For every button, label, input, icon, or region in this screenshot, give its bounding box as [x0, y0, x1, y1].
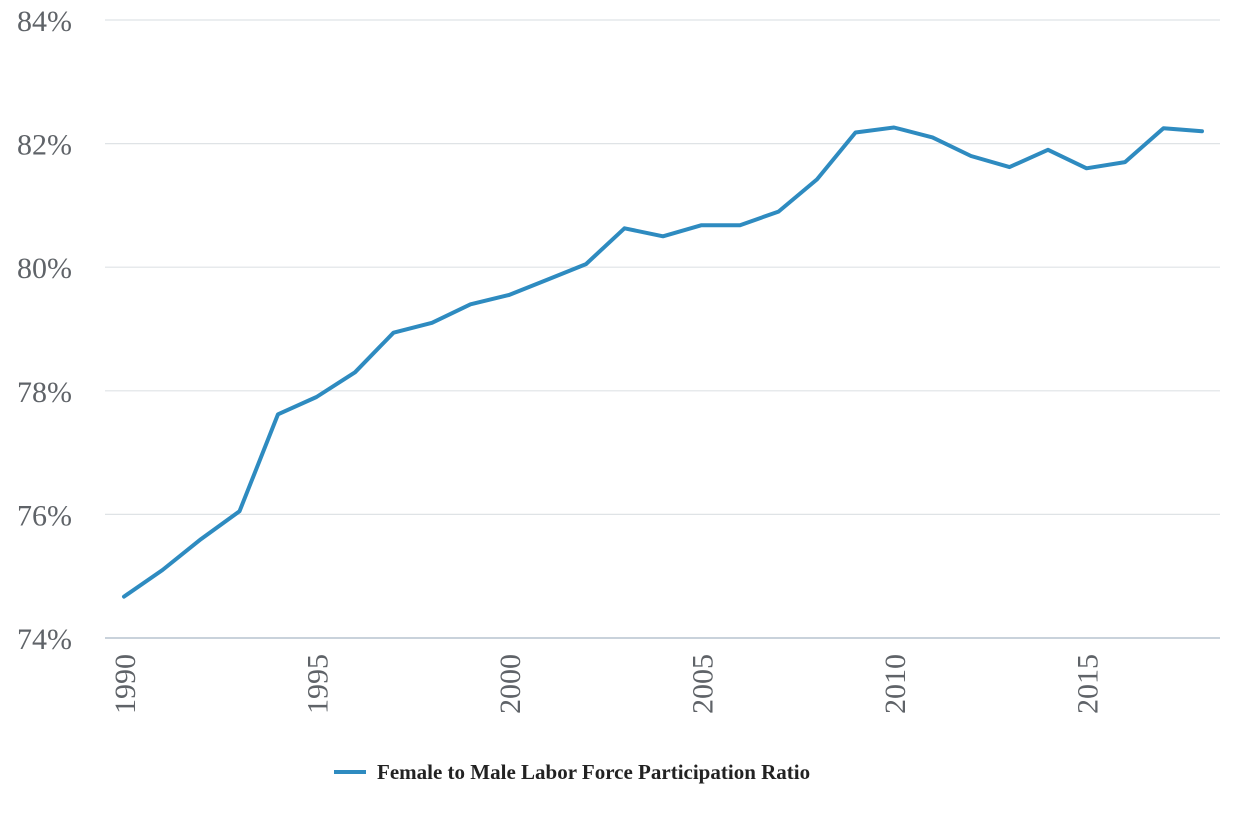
- y-tick-label-78: 78%: [17, 376, 72, 409]
- x-tick-label-1990: 1990: [109, 654, 142, 714]
- x-axis-tick-labels: 1990 1995 2000 2005 2010 2015: [109, 654, 1105, 714]
- x-tick-label-1995: 1995: [302, 654, 335, 714]
- series-layer: [122, 125, 1204, 599]
- y-tick-label-74: 74%: [17, 623, 72, 656]
- y-tick-label-84: 84%: [17, 5, 72, 38]
- gridlines: [105, 19, 1220, 639]
- y-tick-label-80: 80%: [17, 252, 72, 285]
- x-tick-label-2005: 2005: [687, 654, 720, 714]
- x-tick-label-2015: 2015: [1072, 654, 1105, 714]
- y-axis-tick-labels: 74% 76% 78% 80% 82% 84%: [17, 5, 72, 656]
- x-tick-label-2000: 2000: [494, 654, 527, 714]
- legend: Female to Male Labor Force Participation…: [334, 760, 810, 784]
- y-tick-label-82: 82%: [17, 129, 72, 162]
- y-tick-label-76: 76%: [17, 499, 72, 532]
- x-tick-label-2010: 2010: [879, 654, 912, 714]
- series-line-female-male-ratio: [122, 125, 1204, 599]
- legend-label: Female to Male Labor Force Participation…: [377, 760, 810, 784]
